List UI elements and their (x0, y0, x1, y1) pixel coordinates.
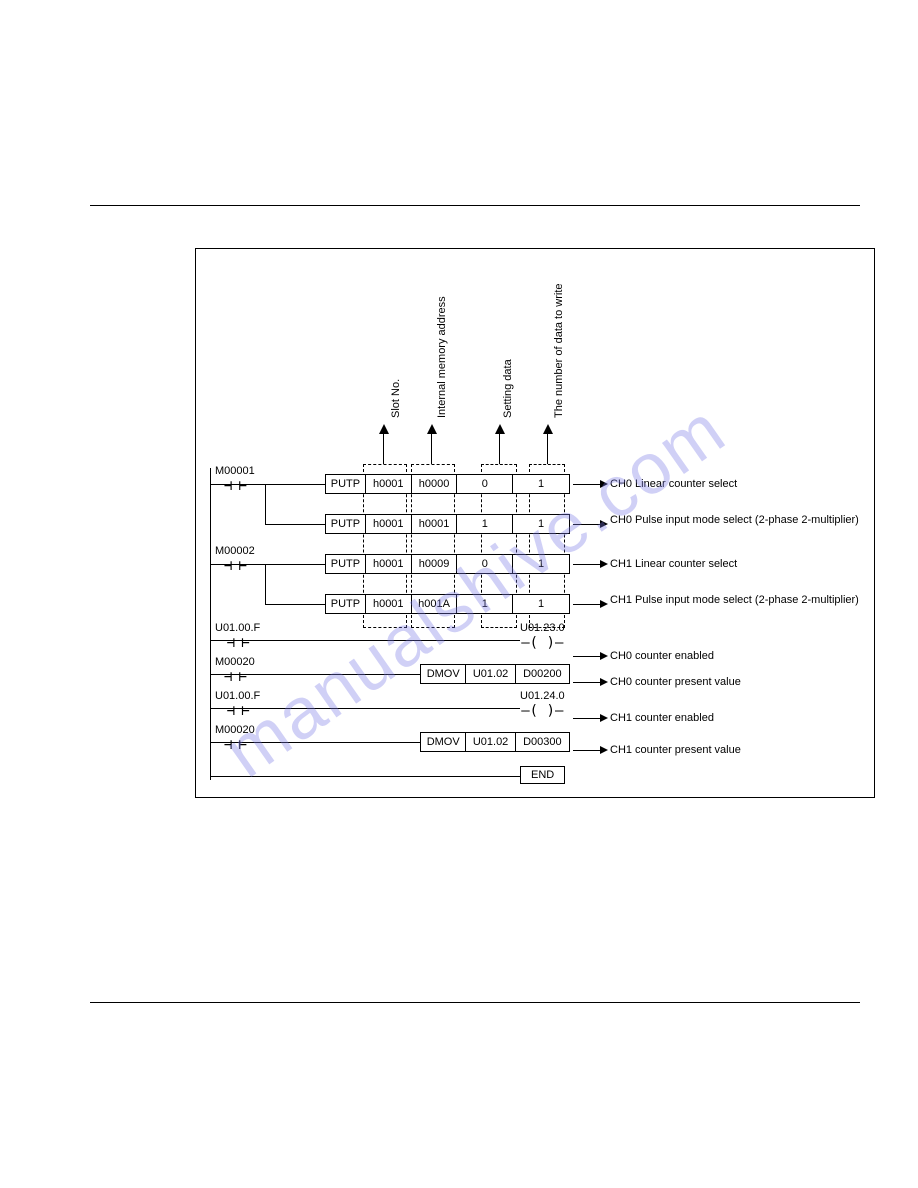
instr-putp-2: PUTP h0001 h0001 1 1 (325, 514, 570, 534)
vlabel-setting: Setting data (502, 359, 514, 418)
desc-stem (573, 564, 601, 565)
left-rail (210, 468, 211, 780)
arrow-stem (383, 434, 384, 464)
desc-stem (573, 682, 601, 683)
arrow-icon (495, 424, 505, 434)
desc-6: CH0 counter present value (610, 676, 860, 688)
end-instr: END (520, 766, 565, 784)
desc-stem (573, 484, 601, 485)
coil-u01-24-0: U01.24.0 —( )— (520, 690, 565, 719)
coil-u01-23-0: U01.23.0 —( )— (520, 622, 565, 651)
instr-putp-4: PUTP h0001 h001A 1 1 (325, 594, 570, 614)
page-rule-bot (90, 1002, 860, 1003)
arrow-right-icon (600, 678, 608, 686)
instr-putp-1: PUTP h0001 h0000 0 1 (325, 474, 570, 494)
desc-7: CH1 counter enabled (610, 712, 860, 724)
instr-dmov-2: DMOV U01.02 D00300 (420, 732, 570, 752)
instr-dmov-1: DMOV U01.02 D00200 (420, 664, 570, 684)
page-rule-top (90, 205, 860, 206)
contact-m00002: M00002 ⊣ ⊢ (215, 545, 255, 574)
arrow-icon (543, 424, 553, 434)
arrow-stem (547, 434, 548, 464)
desc-stem (573, 718, 601, 719)
arrow-icon (379, 424, 389, 434)
arrow-right-icon (600, 480, 608, 488)
desc-stem (573, 656, 601, 657)
desc-stem (573, 604, 601, 605)
arrow-stem (431, 434, 432, 464)
branch-v (265, 484, 266, 524)
contact-m00001: M00001 ⊣ ⊢ (215, 465, 255, 494)
desc-stem (573, 750, 601, 751)
contact-u01-00-f-b: U01.00.F ⊣ ⊢ (215, 690, 260, 719)
desc-stem (573, 524, 601, 525)
vlabel-addr: Internal memory address (436, 296, 448, 418)
instr-putp-3: PUTP h0001 h0009 0 1 (325, 554, 570, 574)
rung-line (265, 604, 325, 605)
arrow-right-icon (600, 652, 608, 660)
arrow-right-icon (600, 714, 608, 722)
contact-m00020-b: M00020 ⊣ ⊢ (215, 724, 255, 753)
contact-u01-00-f-a: U01.00.F ⊣ ⊢ (215, 622, 260, 651)
vlabel-slot: Slot No. (390, 379, 402, 418)
arrow-right-icon (600, 600, 608, 608)
vlabel-count: The number of data to write (553, 283, 565, 418)
arrow-right-icon (600, 520, 608, 528)
desc-3: CH1 Linear counter select (610, 558, 860, 570)
arrow-icon (427, 424, 437, 434)
arrow-right-icon (600, 560, 608, 568)
desc-1: CH0 Linear counter select (610, 478, 860, 490)
desc-8: CH1 counter present value (610, 744, 860, 756)
arrow-right-icon (600, 746, 608, 754)
desc-4: CH1 Pulse input mode select (2-phase 2-m… (610, 594, 860, 606)
desc-2: CH0 Pulse input mode select (2-phase 2-m… (610, 514, 860, 526)
rung-line (210, 776, 520, 777)
desc-5: CH0 counter enabled (610, 650, 860, 662)
branch-v (265, 564, 266, 604)
rung-line (265, 524, 325, 525)
contact-m00020-a: M00020 ⊣ ⊢ (215, 656, 255, 685)
arrow-stem (499, 434, 500, 464)
